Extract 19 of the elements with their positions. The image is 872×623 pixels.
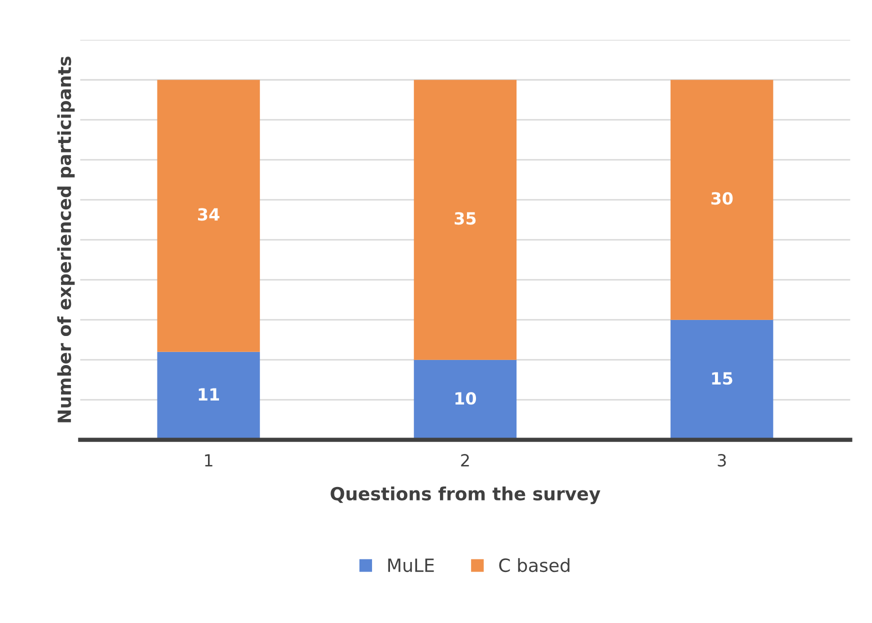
data-label: 15 [712,372,732,385]
bar [670,320,774,440]
legend-label: MuLE [388,558,434,572]
bar [157,80,260,352]
data-label: 35 [454,212,476,225]
data-label: 30 [711,192,733,205]
x-axis-title: Questions from the survey [330,486,600,504]
bar [414,80,517,360]
x-tick-label: 1 [205,454,212,466]
data-label: 11 [198,388,220,400]
x-tick-label: 3 [718,454,726,467]
legend-label: C based [499,558,570,572]
data-label: 34 [198,208,220,221]
y-axis-title: Number of experienced participants [57,56,75,422]
x-tick-label: 2 [461,454,469,466]
data-label: 10 [455,392,476,405]
bar [157,352,260,440]
bar [670,80,774,320]
bar [414,360,517,440]
